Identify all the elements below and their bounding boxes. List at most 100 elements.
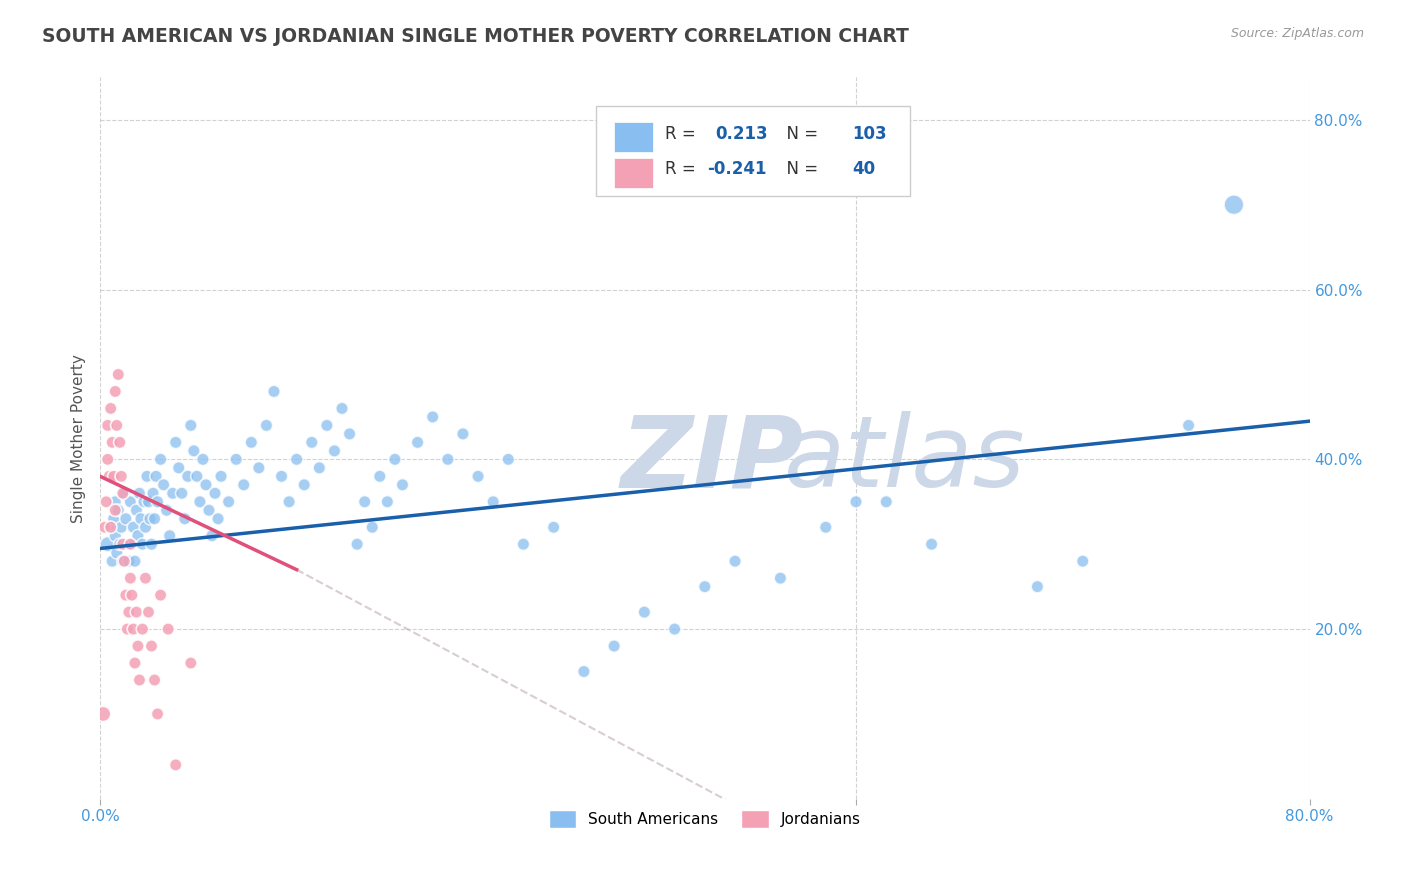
Point xyxy=(422,409,444,424)
Point xyxy=(143,512,166,526)
Point xyxy=(125,503,148,517)
Point xyxy=(173,512,195,526)
Point xyxy=(146,706,169,721)
Point xyxy=(156,503,179,517)
Legend: South Americans, Jordanians: South Americans, Jordanians xyxy=(543,804,868,835)
Point xyxy=(100,520,122,534)
Point xyxy=(845,495,868,509)
Point xyxy=(543,520,565,534)
Point xyxy=(693,580,716,594)
Point xyxy=(108,537,131,551)
Point xyxy=(232,478,254,492)
Point xyxy=(572,665,595,679)
Point xyxy=(254,418,277,433)
Point xyxy=(93,520,115,534)
Point xyxy=(120,537,142,551)
Point xyxy=(96,495,118,509)
Point xyxy=(149,588,172,602)
Point xyxy=(120,571,142,585)
Point xyxy=(165,757,187,772)
Text: Source: ZipAtlas.com: Source: ZipAtlas.com xyxy=(1230,27,1364,40)
Point xyxy=(142,486,165,500)
Point xyxy=(207,512,229,526)
Point xyxy=(138,495,160,509)
Point xyxy=(98,469,121,483)
Point xyxy=(138,605,160,619)
Point xyxy=(121,588,143,602)
Point xyxy=(346,537,368,551)
Point xyxy=(194,478,217,492)
Point xyxy=(110,469,132,483)
Point xyxy=(114,588,136,602)
Point xyxy=(100,520,122,534)
Point xyxy=(361,520,384,534)
Point xyxy=(97,418,120,433)
Point xyxy=(139,512,162,526)
Point xyxy=(278,495,301,509)
Point xyxy=(165,435,187,450)
Point xyxy=(107,368,129,382)
Point xyxy=(451,426,474,441)
Point xyxy=(104,495,127,509)
Point xyxy=(384,452,406,467)
Point xyxy=(633,605,655,619)
Point xyxy=(263,384,285,399)
Point xyxy=(301,435,323,450)
Point xyxy=(118,605,141,619)
Point xyxy=(315,418,337,433)
Point xyxy=(180,656,202,670)
Point xyxy=(145,469,167,483)
Point xyxy=(131,622,153,636)
Point xyxy=(467,469,489,483)
Point xyxy=(131,537,153,551)
Point xyxy=(170,486,193,500)
Point xyxy=(149,452,172,467)
Point xyxy=(377,495,399,509)
Point xyxy=(91,706,114,721)
Text: N =: N = xyxy=(776,125,824,143)
Point xyxy=(124,656,146,670)
Point xyxy=(482,495,505,509)
Point xyxy=(129,512,152,526)
Point xyxy=(437,452,460,467)
Text: ZIP: ZIP xyxy=(620,411,803,508)
Point xyxy=(285,452,308,467)
Point xyxy=(114,512,136,526)
Point xyxy=(128,673,150,687)
Point xyxy=(292,478,315,492)
Point xyxy=(127,639,149,653)
Point xyxy=(218,495,240,509)
Point xyxy=(121,537,143,551)
Point xyxy=(406,435,429,450)
Point xyxy=(391,478,413,492)
Point xyxy=(146,495,169,509)
Point xyxy=(111,537,134,551)
FancyBboxPatch shape xyxy=(596,106,911,196)
Point xyxy=(112,486,135,500)
Text: R =: R = xyxy=(665,160,702,178)
Point xyxy=(1177,418,1199,433)
Point xyxy=(112,554,135,568)
Point xyxy=(225,452,247,467)
Point xyxy=(201,529,224,543)
Point xyxy=(247,460,270,475)
Point xyxy=(143,673,166,687)
FancyBboxPatch shape xyxy=(614,158,652,188)
Point xyxy=(108,435,131,450)
Point xyxy=(107,503,129,517)
Point xyxy=(167,460,190,475)
Point xyxy=(134,571,156,585)
Point xyxy=(177,469,200,483)
Point xyxy=(204,486,226,500)
Text: 103: 103 xyxy=(852,125,887,143)
Point xyxy=(198,503,221,517)
Point xyxy=(104,503,127,517)
Point xyxy=(134,520,156,534)
Point xyxy=(191,452,214,467)
Point xyxy=(353,495,375,509)
Point xyxy=(323,443,346,458)
Point xyxy=(103,512,125,526)
Point xyxy=(101,554,124,568)
Text: 40: 40 xyxy=(852,160,876,178)
Point xyxy=(162,486,184,500)
